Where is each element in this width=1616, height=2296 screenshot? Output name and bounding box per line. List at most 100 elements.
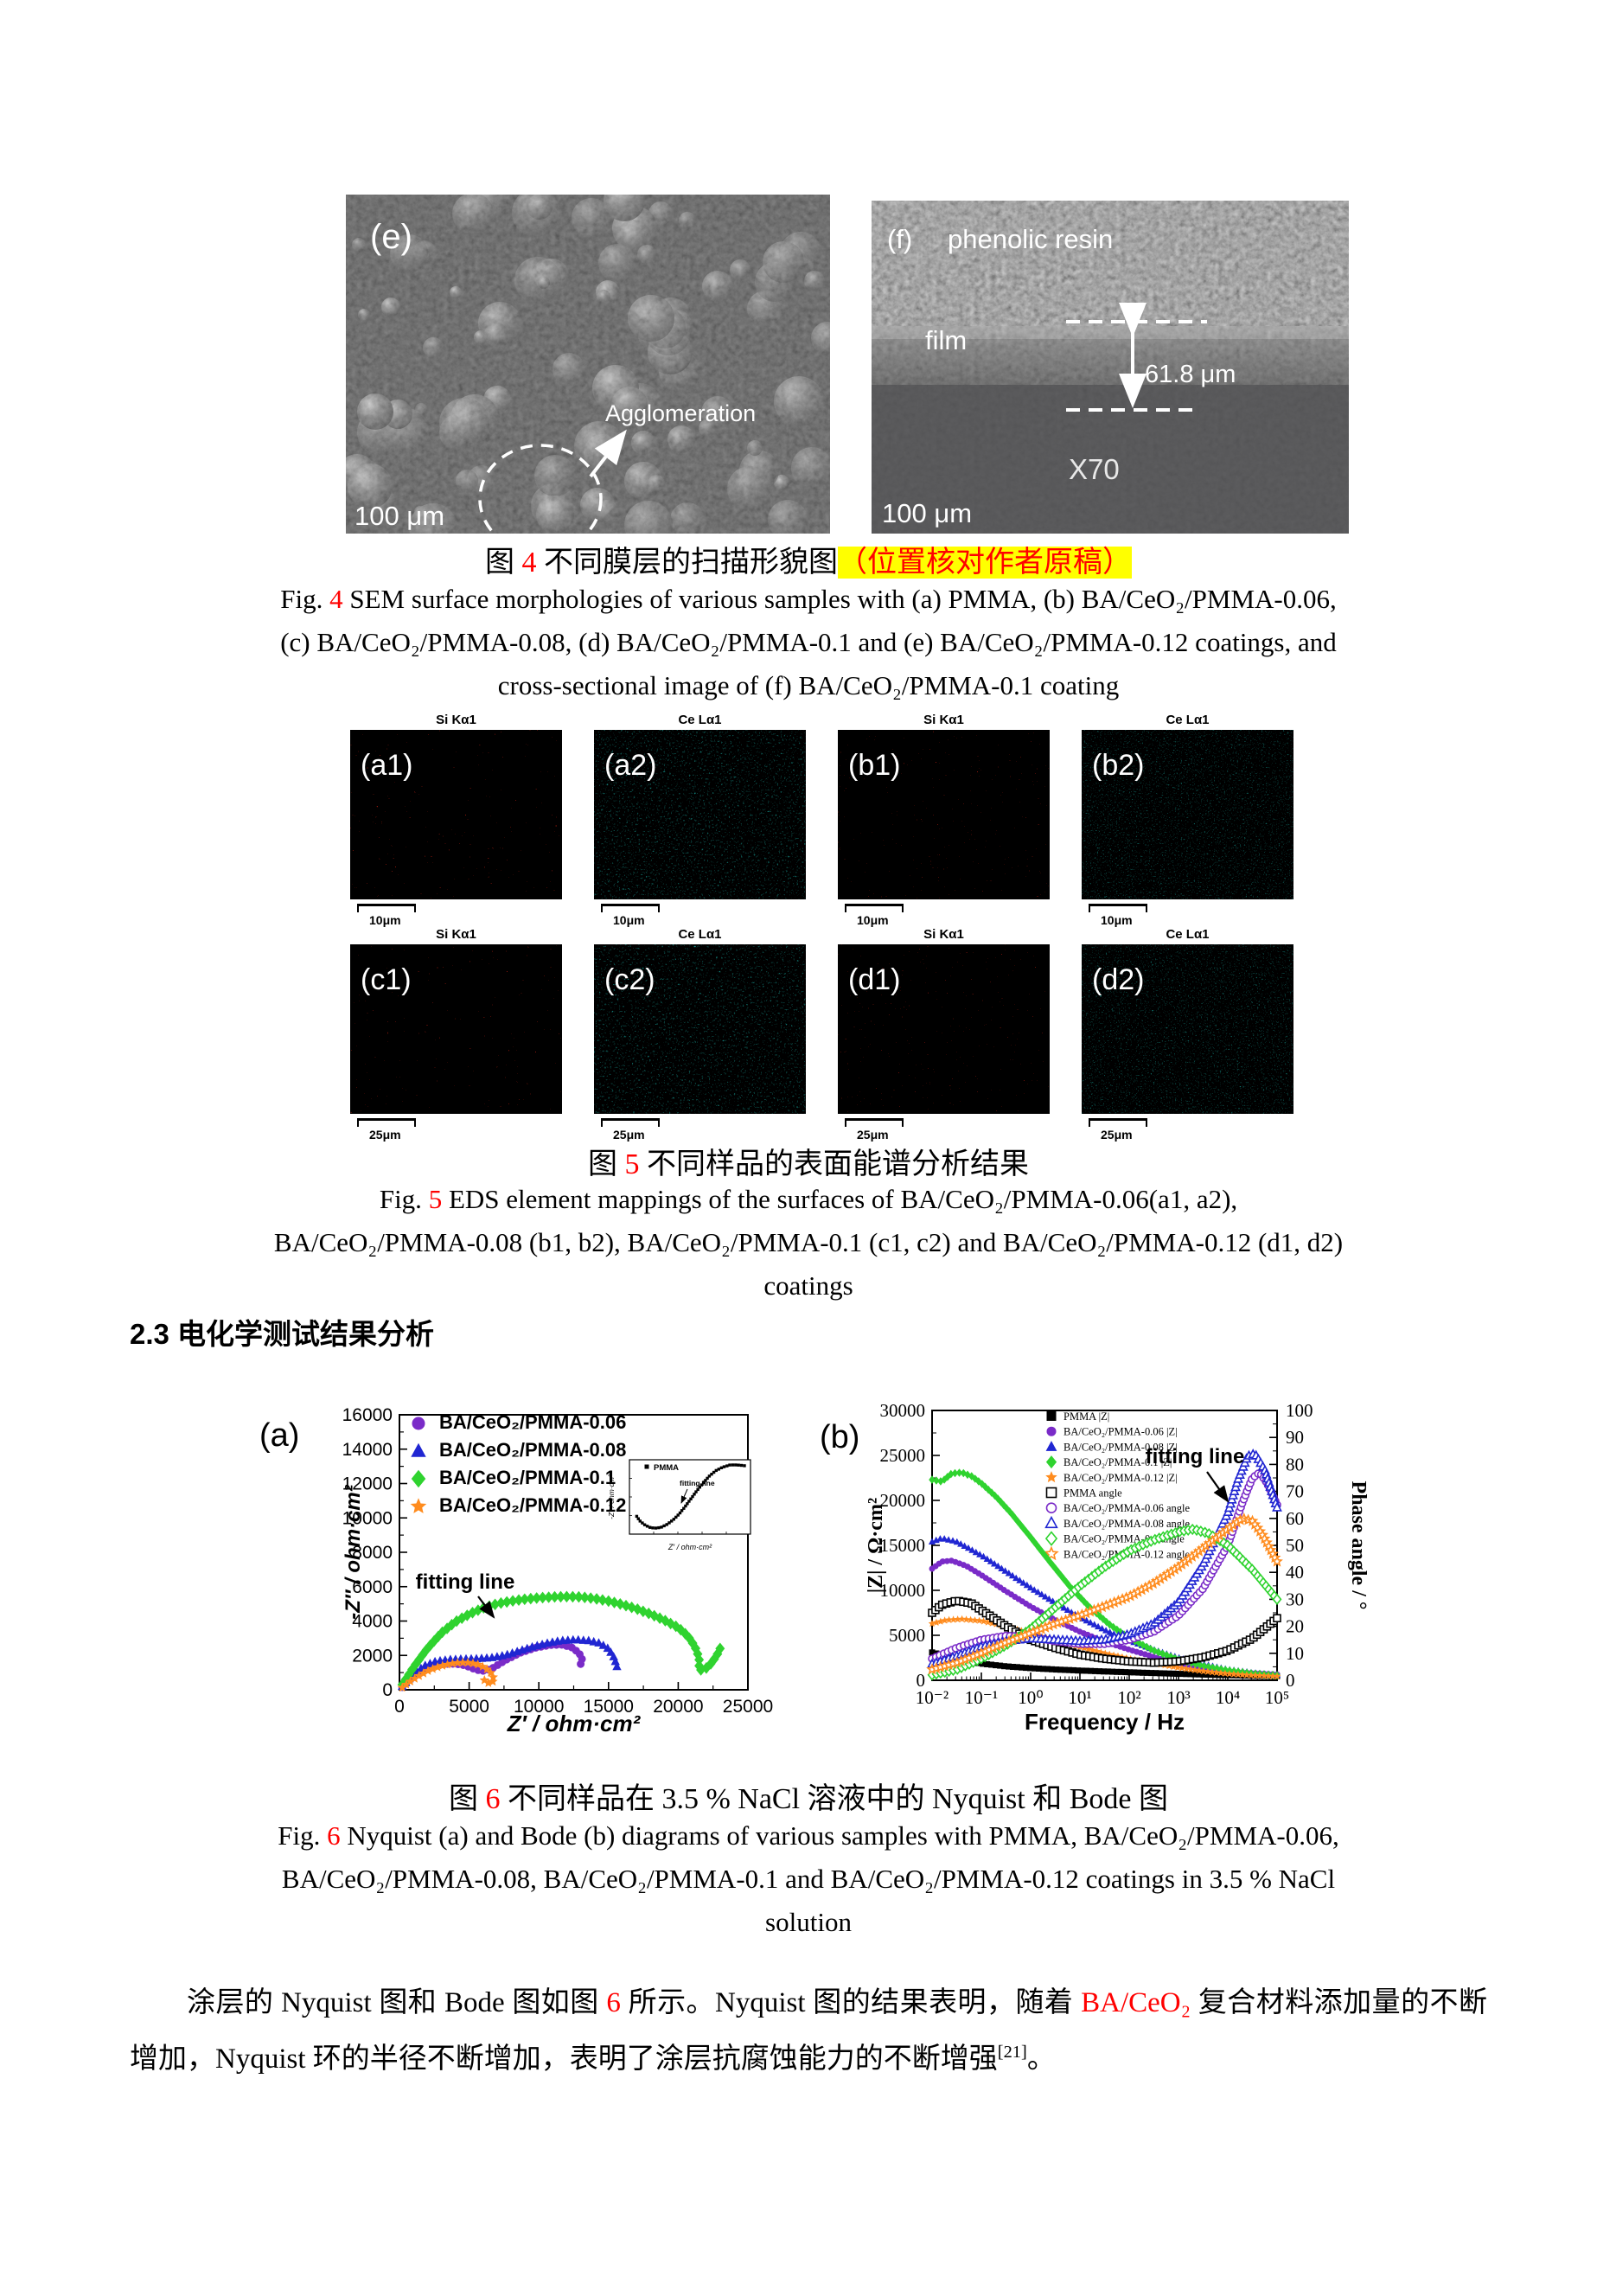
scalebar-line — [601, 904, 660, 912]
thickness-value: 61.8 μm — [1145, 361, 1236, 388]
scalebar-label: 25μm — [1101, 1128, 1133, 1142]
scalebar-line — [357, 1118, 416, 1127]
legend-entry: BA/CeO₂/PMMA-0.08 |Z| — [1063, 1441, 1178, 1453]
eds-map-image: (c2) — [594, 944, 806, 1114]
eds-scalebar: 10μm — [357, 904, 562, 927]
figure5-caption-cn: 图 5 不同样品的表面能谱分析结果 — [588, 1148, 1029, 1180]
x-axis-title: Z′ / ohm·cm² — [507, 1711, 642, 1736]
y-tick-label-left: 5000 — [889, 1625, 925, 1646]
eds-element-header: Ce Lα1 — [678, 713, 722, 727]
figure4-caption-cn: 图 4 不同膜层的扫描形貌图（位置核对作者原稿） — [485, 547, 1132, 579]
y-tick-label: 10000 — [342, 1508, 393, 1528]
bode-chart: 10⁻² 10⁻¹ 10⁰ 10¹ 10² 10³ 10⁴ 10⁵05000100001500… — [820, 1400, 1370, 1735]
sem-image-e: (e) Agglomeration 100 μm — [346, 195, 830, 534]
scalebar-label: 25μm — [613, 1128, 645, 1142]
scalebar-label: 10μm — [369, 913, 401, 927]
caption-line: solution — [765, 1907, 852, 1937]
y-tick-label-right: 20 — [1286, 1616, 1304, 1637]
y-tick-label: 4000 — [352, 1612, 393, 1632]
caption-line: BA/CeO₂/PMMA-0.08 (b1, b2), BA/CeO₂/PMMA… — [273, 1227, 1344, 1257]
y-tick-label-left: 30000 — [880, 1400, 926, 1421]
legend-entry: BA/CeO₂/PMMA-0.08 angle — [1063, 1518, 1190, 1530]
caption-line: (c) BA/CeO₂/PMMA-0.08, (d) BA/CeO₂/PMMA-… — [280, 627, 1337, 657]
eds-panel-label: (c1) — [361, 963, 412, 996]
legend-entry: BA/CeO₂/PMMA-0.12 — [439, 1494, 626, 1516]
y-tick-label-right: 10 — [1286, 1643, 1304, 1664]
eds-panel-label: (c2) — [604, 963, 655, 996]
eds-scalebar: 10μm — [845, 904, 1050, 927]
scalebar-label: 10μm — [613, 913, 645, 927]
scalebar-label: 10μm — [1101, 913, 1133, 927]
scalebar-line — [845, 1118, 904, 1127]
y-tick-label: 0 — [382, 1680, 393, 1700]
eds-panel-label: (b2) — [1092, 749, 1144, 782]
figure4-caption-en: Fig. 4 SEM surface morphologies of vario… — [130, 578, 1487, 707]
scalebar-label: 25μm — [857, 1128, 889, 1142]
y-axis-title: -Z″ / ohm·cm² — [342, 1484, 365, 1619]
legend-entry: BA/CeO₂/PMMA-0.06 angle — [1063, 1502, 1190, 1514]
y-tick-label-right: 0 — [1286, 1670, 1295, 1691]
legend-entry: BA/CeO₂/PMMA-0.12 |Z| — [1063, 1472, 1178, 1484]
scalebar-line — [601, 1118, 660, 1127]
x-tick-label: 15000 — [584, 1697, 634, 1717]
x-tick-label: 10⁴ — [1216, 1687, 1240, 1708]
sem-e-annotation: Agglomeration — [605, 400, 756, 426]
x-tick-label: 10⁻² — [916, 1687, 949, 1708]
agglomeration-circle — [478, 444, 603, 534]
y-tick-label: 12000 — [342, 1474, 393, 1494]
sem-f-label: (f) — [887, 224, 912, 254]
eds-element-header: Si Kα1 — [923, 927, 964, 942]
y-tick-label-right: 50 — [1286, 1535, 1304, 1556]
eds-element-header: Si Kα1 — [436, 713, 476, 727]
y-tick-label-right: 80 — [1286, 1454, 1304, 1474]
y-axis-title-left: |Z| / Ω·cm² — [865, 1498, 887, 1593]
eds-panel-a1: Si Kα1 — [350, 713, 562, 927]
scalebar-line — [1089, 904, 1147, 912]
fitting-line-annotation: fitting line — [1146, 1445, 1245, 1468]
inset-x-title: Z′ / ohm·cm² — [667, 1543, 712, 1551]
scalebar-line — [357, 904, 416, 912]
eds-scalebar: 25μm — [357, 1118, 562, 1142]
y-tick-label-right: 100 — [1286, 1400, 1313, 1421]
figure5-caption-en: Fig. 5 EDS element mappings of the surfa… — [130, 1178, 1487, 1308]
x-tick-label: 10² — [1117, 1687, 1140, 1708]
eds-element-header: Si Kα1 — [436, 927, 476, 942]
legend-entry: PMMA |Z| — [1063, 1410, 1109, 1423]
y-tick-label-left: 0 — [917, 1670, 926, 1691]
x-tick-label: 10⁻¹ — [965, 1687, 998, 1708]
sem-f-scalebar-label: 100 μm — [882, 498, 972, 528]
inset-legend: PMMA — [654, 1463, 679, 1473]
caption-line: Fig. 5 EDS element mappings of the surfa… — [379, 1184, 1238, 1214]
caption-line: Fig. 6 Nyquist (a) and Bode (b) diagrams… — [278, 1820, 1339, 1851]
x-tick-label: 0 — [394, 1697, 405, 1717]
inset-annotation: fitting line — [680, 1479, 715, 1487]
eds-grid-row-2: Si Kα1 — [350, 927, 1293, 1142]
legend-entry: BA/CeO₂/PMMA-0.1 — [439, 1467, 616, 1488]
eds-panel-label: (a1) — [361, 749, 412, 782]
x-tick-label: 5000 — [449, 1697, 489, 1717]
inset-y-title: -Z″ / ohm·cm² — [607, 1474, 616, 1519]
eds-scalebar: 10μm — [601, 904, 806, 927]
y-tick-label: 16000 — [342, 1405, 393, 1425]
y-axis-title-right: Phase angle / ° — [1347, 1481, 1370, 1610]
y-tick-label-right: 90 — [1286, 1427, 1304, 1448]
substrate-label: X70 — [1069, 453, 1120, 485]
eds-element-header: Ce Lα1 — [1166, 927, 1210, 942]
eds-map-image: (d1) — [838, 944, 1050, 1114]
caption-line: coatings — [763, 1270, 853, 1301]
eds-scalebar: 25μm — [845, 1118, 1050, 1142]
eds-panel-a2: Ce Lα1 — [594, 713, 806, 927]
eds-map-image: (d2) — [1082, 944, 1293, 1114]
x-tick-label: 25000 — [723, 1697, 773, 1717]
y-tick-label: 2000 — [352, 1646, 393, 1666]
eds-element-header: Ce Lα1 — [1166, 713, 1210, 727]
nyquist-chart: 0 5000 10000 15000 20000 25000 0 2000 4000 6000 80… — [259, 1405, 773, 1736]
eds-map-image: (b1) — [838, 730, 1050, 899]
agglomeration-arrow — [589, 429, 627, 478]
sem-e-label: (e) — [370, 218, 412, 256]
legend-entry: BA/CeO₂/PMMA-0.06 — [439, 1411, 626, 1433]
eds-map-image: (b2) — [1082, 730, 1293, 899]
x-tick-label: 10⁵ — [1265, 1687, 1289, 1708]
x-tick-label: 20000 — [653, 1697, 703, 1717]
